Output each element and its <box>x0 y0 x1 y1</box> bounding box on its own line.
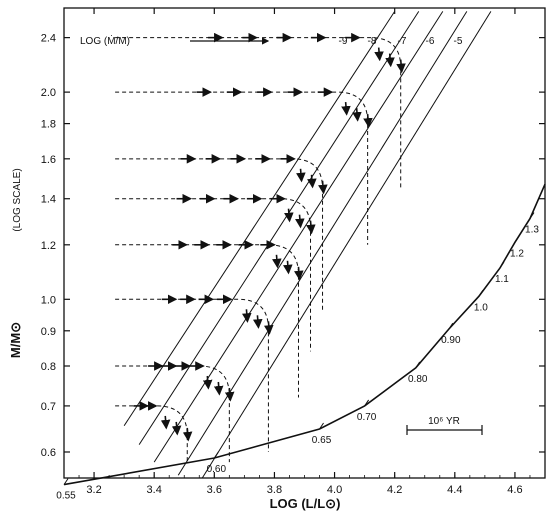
flow-arrow <box>272 254 282 269</box>
y-tick-label: 1.2 <box>41 240 56 252</box>
mass-loss-line <box>201 11 492 479</box>
mass-loss-rate-label: -6 <box>426 36 435 47</box>
flow-arrow <box>374 47 384 62</box>
main-sequence-label: 0.90 <box>441 335 461 346</box>
flow-arrow <box>385 53 395 68</box>
y-tick-label: 0.7 <box>41 401 56 413</box>
y-tick-label: 1.0 <box>41 294 56 306</box>
time-scale-label: 10⁶ YR <box>428 416 460 427</box>
evolution-track <box>115 198 312 352</box>
mass-loss-line <box>153 11 444 463</box>
y-tick-label: 2.0 <box>41 87 56 99</box>
main-sequence-curve <box>63 183 546 486</box>
flow-arrow <box>295 214 305 229</box>
flow-arrow <box>171 421 182 436</box>
main-sequence-label: 0.60 <box>207 464 227 475</box>
main-sequence-tick <box>499 261 505 269</box>
y-axis-scale-note: (LOG SCALE) <box>12 168 23 231</box>
flow-arrow <box>252 315 263 329</box>
flow-arrow <box>296 168 306 183</box>
mass-loss-rate-label: -7 <box>398 36 407 47</box>
flow-arrow <box>241 309 252 323</box>
mass-loss-line <box>138 11 420 445</box>
main-sequence-tick <box>529 212 535 219</box>
x-tick-label: 4.4 <box>447 484 462 496</box>
evolution-track <box>115 405 188 463</box>
flow-arrow <box>318 180 328 195</box>
main-sequence-label: 1.0 <box>474 302 488 313</box>
x-tick-label: 3.6 <box>207 484 222 496</box>
main-sequence-label: 1.3 <box>525 225 539 236</box>
flow-arrow <box>294 266 304 281</box>
evolution-track <box>115 158 324 312</box>
x-tick-label: 4.2 <box>387 484 402 496</box>
flow-arrow <box>352 108 362 122</box>
flow-arrow <box>213 381 224 396</box>
y-tick-label: 2.4 <box>41 33 56 45</box>
mass-loss-rate-label: -8 <box>368 36 377 47</box>
flow-arrow <box>284 208 294 223</box>
x-axis-label: LOG (L/L⊙) <box>270 496 341 511</box>
y-tick-label: 1.8 <box>41 119 56 131</box>
main-sequence-tick <box>448 322 454 330</box>
x-tick-label: 3.8 <box>267 484 282 496</box>
flow-arrow <box>263 321 274 335</box>
flow-arrow <box>224 387 235 402</box>
flow-arrow <box>306 220 316 235</box>
y-axis-label: M/M⊙ <box>8 322 23 358</box>
main-sequence-tick <box>514 236 520 243</box>
flow-arrow <box>182 427 193 442</box>
flow-arrow <box>307 174 317 189</box>
main-sequence-label: 0.65 <box>312 435 332 446</box>
flow-arrow <box>341 102 351 116</box>
y-tick-label: 0.9 <box>41 326 56 338</box>
y-tick-label: 0.6 <box>41 447 56 459</box>
flow-arrow <box>283 260 293 275</box>
main-sequence-tick <box>319 422 324 430</box>
main-sequence-tick <box>415 361 421 369</box>
main-sequence-label: 1.2 <box>510 248 524 259</box>
y-tick-label: 1.4 <box>41 194 56 206</box>
x-tick-label: 3.2 <box>86 484 101 496</box>
main-sequence-label: 1.1 <box>495 274 509 285</box>
main-sequence-tick <box>364 399 370 407</box>
mass-loss-legend: LOG (Ṁ/M) <box>80 34 130 47</box>
y-tick-label: 1.6 <box>41 154 56 166</box>
evolution-track <box>115 244 299 398</box>
main-sequence-label: 0.70 <box>357 412 377 423</box>
main-sequence-tick <box>63 478 69 485</box>
evolution-track <box>115 91 369 245</box>
main-sequence-label: 0.55 <box>56 491 76 502</box>
mass-loss-line <box>123 11 396 427</box>
mass-loss-rate-label: -9 <box>339 36 348 47</box>
main-sequence-tick <box>478 290 484 297</box>
mass-loss-rate-label: -5 <box>454 36 463 47</box>
time-scale-bar: 10⁶ YR <box>406 416 483 435</box>
main-sequence-tick <box>213 451 219 459</box>
y-tick-label: 0.8 <box>41 361 56 373</box>
flow-arrow <box>363 114 373 128</box>
flow-arrow <box>202 375 213 390</box>
flow-arrow <box>396 59 406 74</box>
main-sequence-label: 0.80 <box>408 374 428 385</box>
x-tick-label: 4.6 <box>507 484 522 496</box>
x-tick-label: 4.0 <box>327 484 342 496</box>
flow-arrow <box>160 415 171 430</box>
x-tick-label: 3.4 <box>147 484 162 496</box>
